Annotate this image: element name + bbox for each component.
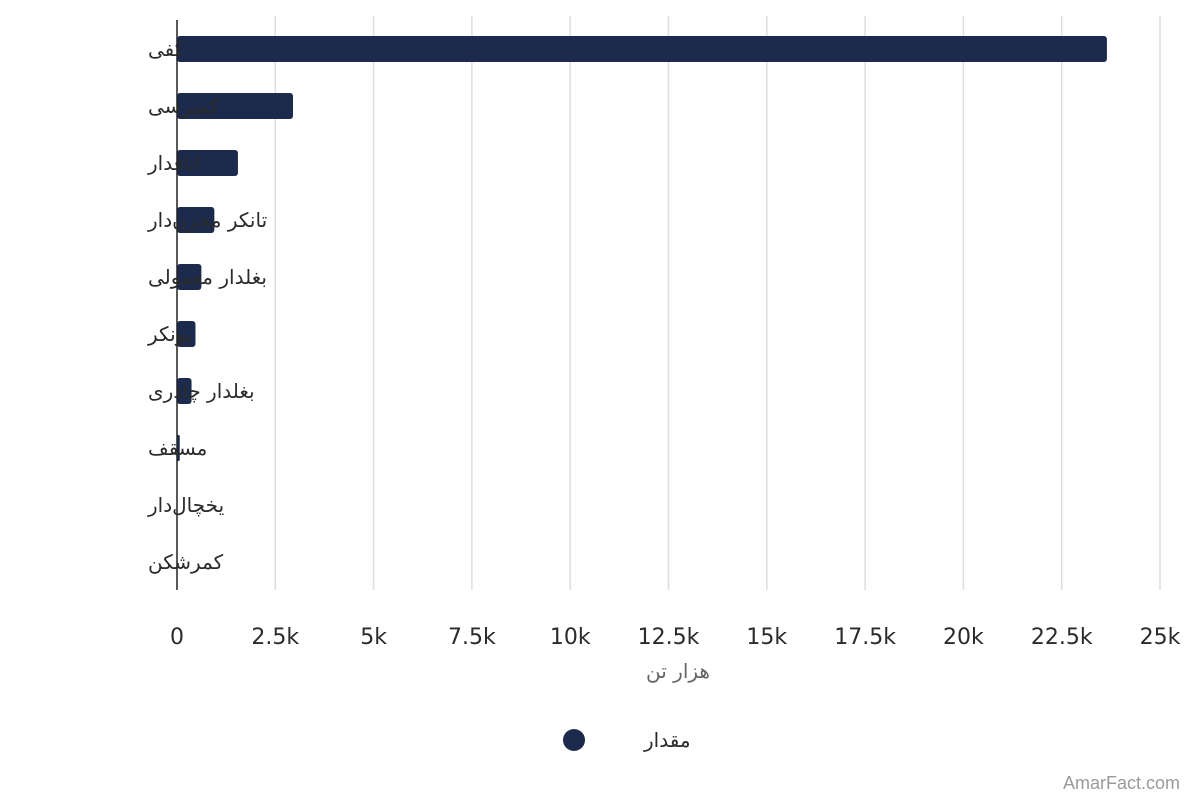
bar[interactable] bbox=[177, 207, 215, 233]
category-label: کفی bbox=[148, 37, 185, 61]
category-label: اتاقدار bbox=[147, 151, 201, 175]
legend-label: مقدار bbox=[643, 728, 691, 752]
bar[interactable] bbox=[177, 93, 293, 119]
legend-marker-icon bbox=[563, 729, 585, 751]
watermark: AmarFact.com bbox=[1062, 773, 1180, 793]
grid-lines bbox=[274, 16, 1161, 590]
category-label: بغلدار معمولی bbox=[148, 265, 267, 289]
x-tick-label: 15k bbox=[746, 625, 787, 650]
x-tick-label: 2.5k bbox=[251, 625, 299, 650]
bar[interactable] bbox=[177, 150, 238, 176]
bar[interactable] bbox=[177, 378, 192, 404]
category-label: کمرشکن bbox=[148, 550, 224, 574]
category-label: بغلدار چادری bbox=[148, 379, 255, 403]
bar[interactable] bbox=[177, 321, 196, 347]
x-tick-label: 17.5k bbox=[834, 625, 896, 650]
x-tick-label: 5k bbox=[360, 625, 387, 650]
bar[interactable] bbox=[177, 36, 1107, 62]
x-tick-label: 22.5k bbox=[1031, 625, 1093, 650]
x-tick-labels: 0 2.5k 5k 7.5k 10k 12.5k 15k 17.5k 20k 22.5k 25k bbox=[170, 625, 1181, 650]
x-tick-label: 0 bbox=[170, 625, 184, 650]
x-tick-label: 12.5k bbox=[638, 625, 700, 650]
category-labels: کفی کمپرسی اتاقدار تانکر مخزن‌دار بغلدار معم… bbox=[147, 37, 267, 574]
category-label: بونکر bbox=[147, 322, 192, 346]
bars bbox=[177, 36, 1107, 461]
legend[interactable]: مقدار bbox=[563, 728, 691, 752]
category-label: تانکر مخزن‌دار bbox=[147, 208, 267, 232]
category-label: یخچال‌دار bbox=[147, 493, 224, 517]
x-tick-label: 25k bbox=[1140, 625, 1181, 650]
bar[interactable] bbox=[177, 264, 202, 290]
x-axis-title: هزار تن bbox=[646, 659, 710, 683]
category-label: مسقف bbox=[148, 436, 207, 460]
x-tick-label: 7.5k bbox=[448, 625, 496, 650]
x-tick-label: 20k bbox=[943, 625, 984, 650]
category-label: کمپرسی bbox=[148, 94, 220, 119]
x-tick-label: 10k bbox=[550, 625, 591, 650]
